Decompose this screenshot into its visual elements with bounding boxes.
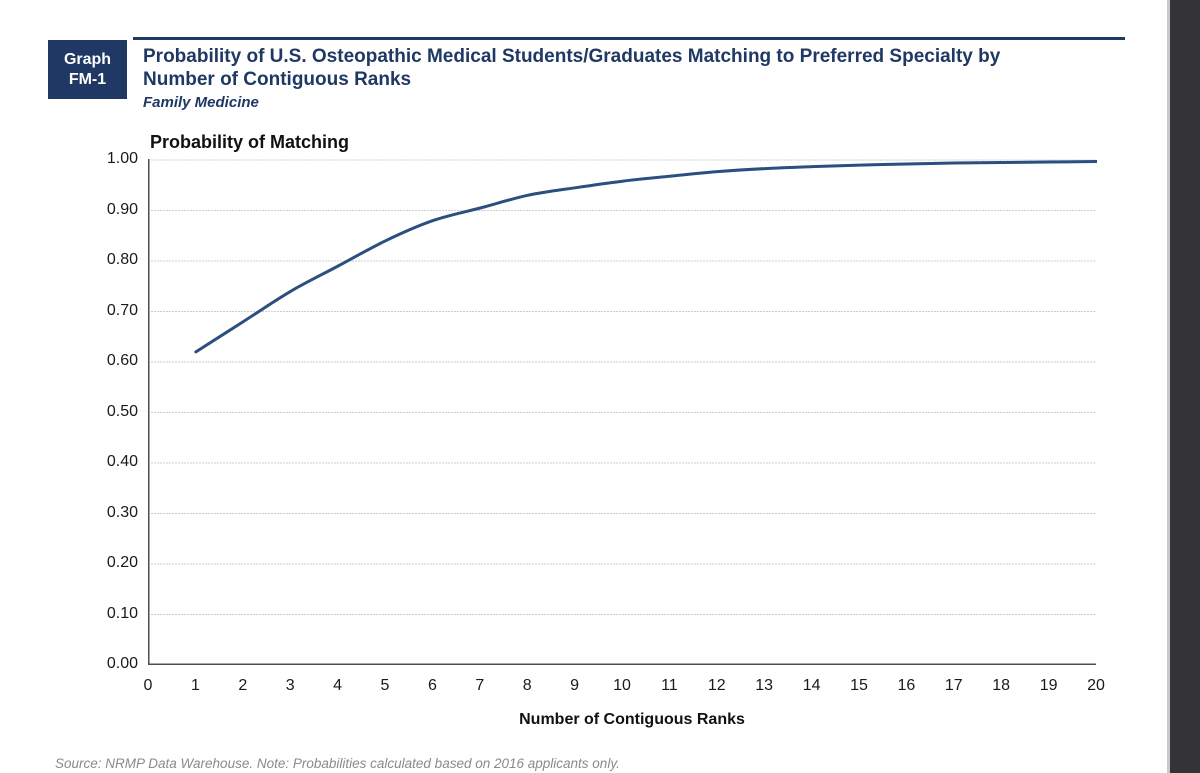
x-tick-label: 2 [238,677,248,694]
y-tick-label: 0.70 [106,301,138,319]
x-tick-label: 18 [992,677,1011,694]
x-tick-label: 0 [143,677,153,694]
graph-badge-line2: FM-1 [68,70,107,88]
y-tick-label: 1.00 [106,150,138,167]
x-tick-label: 1 [190,677,200,694]
x-tick-label: 8 [522,677,532,694]
specialty-subtitle: Family Medicine [143,94,259,111]
y-tick-label: 0.40 [106,453,138,470]
title-top-rule [133,37,1125,40]
x-tick-label: 7 [475,677,485,694]
plot-area [148,159,1098,667]
y-tick-label: 0.30 [106,503,138,521]
x-tick-label: 5 [380,677,390,694]
graph-badge-line1: Graph [63,50,112,68]
x-tick-label: 6 [427,677,437,694]
y-tick-label: 0.50 [106,402,138,420]
x-tick-label: 4 [333,677,343,694]
x-tick-label: 13 [755,677,774,694]
source-note: Source: NRMP Data Warehouse. Note: Proba… [55,756,620,771]
x-tick-label: 12 [707,677,726,694]
chart-header: Probability of U.S. Osteopathic Medical … [143,45,1153,112]
x-tick-label: 20 [1087,677,1105,694]
y-tick-label: 0.80 [106,251,138,268]
x-tick-label: 10 [613,677,631,694]
page-title-line2: Number of Contiguous Ranks [143,69,412,90]
y-tick-label: 0.00 [106,655,138,672]
y-tick-label: 0.60 [106,352,138,369]
x-tick-label: 3 [285,677,295,694]
x-tick-label: 16 [897,677,916,694]
y-tick-label: 0.20 [106,554,138,571]
y-axis-title: Probability of Matching [150,132,350,152]
x-tick-label: 19 [1039,677,1058,694]
x-tick-label: 11 [661,677,678,694]
graph-id-badge: Graph FM-1 [48,40,127,99]
y-tick-label: 0.10 [106,604,138,622]
x-tick-label: 9 [570,677,580,694]
x-tick-label: 17 [944,677,963,694]
x-tick-label: 14 [802,677,821,694]
y-tick-label: 0.90 [106,200,138,218]
plot-canvas [148,159,1098,665]
x-axis-title: Number of Contiguous Ranks [519,711,745,728]
x-tick-label: 15 [850,677,868,694]
page-title-line1: Probability of U.S. Osteopathic Medical … [143,46,1001,67]
probability-curve [194,160,1098,354]
viewer-background-edge [1167,0,1200,773]
